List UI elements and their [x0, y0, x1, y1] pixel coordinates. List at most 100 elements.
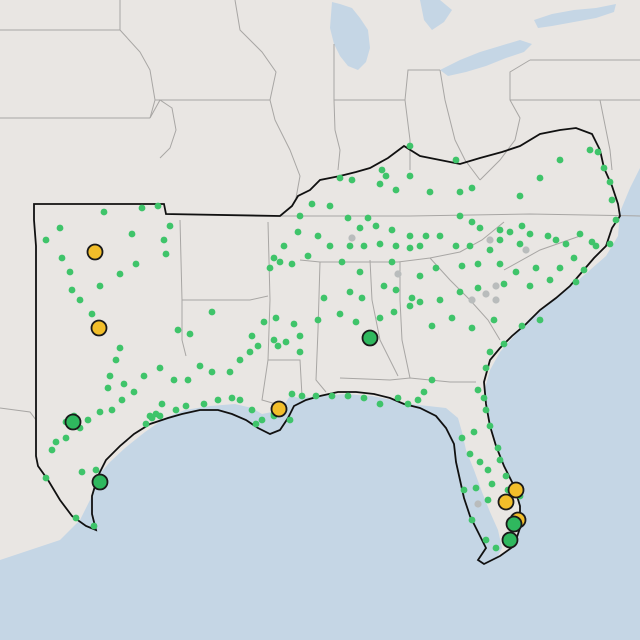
- location-marker-small[interactable]: [526, 230, 534, 238]
- location-marker-small[interactable]: [236, 356, 244, 364]
- location-marker-small[interactable]: [290, 320, 298, 328]
- location-marker-small[interactable]: [376, 314, 384, 322]
- location-marker-small[interactable]: [484, 466, 492, 474]
- location-marker-small[interactable]: [452, 242, 460, 250]
- location-marker-small[interactable]: [96, 408, 104, 416]
- location-marker-small[interactable]: [344, 392, 352, 400]
- location-marker-small[interactable]: [392, 286, 400, 294]
- location-marker-small[interactable]: [108, 406, 116, 414]
- location-marker-large-yellow[interactable]: [86, 243, 104, 261]
- location-marker-small[interactable]: [328, 392, 336, 400]
- location-marker-small[interactable]: [480, 394, 488, 402]
- location-marker-small[interactable]: [162, 250, 170, 258]
- location-marker-small[interactable]: [456, 288, 464, 296]
- location-marker-small[interactable]: [348, 176, 356, 184]
- location-marker-small[interactable]: [286, 416, 294, 424]
- location-marker-small[interactable]: [88, 310, 96, 318]
- location-marker-small[interactable]: [304, 252, 312, 260]
- location-marker-small[interactable]: [506, 228, 514, 236]
- location-marker-small[interactable]: [352, 318, 360, 326]
- location-marker-small[interactable]: [496, 456, 504, 464]
- location-marker-small[interactable]: [476, 458, 484, 466]
- location-marker-small[interactable]: [492, 544, 500, 552]
- location-marker-small[interactable]: [544, 232, 552, 240]
- location-marker-small[interactable]: [416, 298, 424, 306]
- location-marker-small[interactable]: [378, 166, 386, 174]
- location-marker-small[interactable]: [346, 242, 354, 250]
- location-marker-small[interactable]: [406, 172, 414, 180]
- location-marker-inactive[interactable]: [474, 500, 482, 508]
- location-marker-small[interactable]: [496, 260, 504, 268]
- location-marker-small[interactable]: [376, 180, 384, 188]
- location-marker-small[interactable]: [358, 294, 366, 302]
- location-marker-small[interactable]: [172, 406, 180, 414]
- location-marker-small[interactable]: [78, 468, 86, 476]
- location-marker-small[interactable]: [570, 254, 578, 262]
- location-marker-small[interactable]: [486, 348, 494, 356]
- location-marker-small[interactable]: [494, 444, 502, 452]
- location-marker-small[interactable]: [288, 260, 296, 268]
- location-marker-small[interactable]: [572, 278, 580, 286]
- location-marker-small[interactable]: [606, 178, 614, 186]
- location-marker-large-green[interactable]: [501, 531, 519, 549]
- location-marker-small[interactable]: [458, 434, 466, 442]
- location-marker-large-green[interactable]: [91, 473, 109, 491]
- location-marker-small[interactable]: [346, 288, 354, 296]
- location-marker-small[interactable]: [106, 372, 114, 380]
- location-marker-small[interactable]: [296, 212, 304, 220]
- location-marker-inactive[interactable]: [486, 236, 494, 244]
- location-marker-small[interactable]: [280, 242, 288, 250]
- location-marker-small[interactable]: [576, 230, 584, 238]
- location-marker-small[interactable]: [58, 254, 66, 262]
- location-marker-small[interactable]: [228, 394, 236, 402]
- location-marker-small[interactable]: [138, 204, 146, 212]
- location-marker-small[interactable]: [456, 188, 464, 196]
- location-marker-small[interactable]: [266, 264, 274, 272]
- location-marker-small[interactable]: [482, 406, 490, 414]
- location-marker-small[interactable]: [226, 368, 234, 376]
- location-marker-small[interactable]: [344, 214, 352, 222]
- location-marker-small[interactable]: [360, 394, 368, 402]
- location-marker-small[interactable]: [308, 200, 316, 208]
- location-marker-small[interactable]: [132, 260, 140, 268]
- location-marker-small[interactable]: [356, 224, 364, 232]
- location-marker-small[interactable]: [128, 230, 136, 238]
- location-marker-large-green[interactable]: [361, 329, 379, 347]
- location-marker-small[interactable]: [282, 338, 290, 346]
- location-marker-small[interactable]: [496, 226, 504, 234]
- location-marker-small[interactable]: [156, 364, 164, 372]
- location-marker-large-yellow[interactable]: [507, 481, 525, 499]
- location-marker-small[interactable]: [586, 146, 594, 154]
- location-marker-inactive[interactable]: [468, 296, 476, 304]
- location-marker-small[interactable]: [112, 356, 120, 364]
- location-marker-small[interactable]: [272, 314, 280, 322]
- location-marker-small[interactable]: [320, 294, 328, 302]
- location-marker-small[interactable]: [76, 296, 84, 304]
- location-marker-small[interactable]: [298, 392, 306, 400]
- location-marker-small[interactable]: [116, 270, 124, 278]
- location-marker-small[interactable]: [260, 318, 268, 326]
- location-marker-small[interactable]: [294, 228, 302, 236]
- location-marker-small[interactable]: [392, 186, 400, 194]
- location-marker-small[interactable]: [468, 218, 476, 226]
- location-marker-small[interactable]: [468, 324, 476, 332]
- location-marker-small[interactable]: [476, 224, 484, 232]
- location-marker-small[interactable]: [160, 236, 168, 244]
- location-marker-small[interactable]: [166, 222, 174, 230]
- location-marker-small[interactable]: [474, 284, 482, 292]
- location-marker-small[interactable]: [380, 282, 388, 290]
- location-marker-small[interactable]: [356, 268, 364, 276]
- location-marker-small[interactable]: [84, 416, 92, 424]
- location-marker-small[interactable]: [448, 314, 456, 322]
- location-marker-small[interactable]: [482, 536, 490, 544]
- location-marker-small[interactable]: [466, 242, 474, 250]
- location-marker-small[interactable]: [460, 486, 468, 494]
- location-marker-small[interactable]: [552, 236, 560, 244]
- location-marker-small[interactable]: [422, 232, 430, 240]
- location-marker-small[interactable]: [394, 394, 402, 402]
- location-marker-small[interactable]: [236, 396, 244, 404]
- location-marker-small[interactable]: [62, 434, 70, 442]
- location-marker-small[interactable]: [156, 412, 164, 420]
- location-marker-small[interactable]: [468, 184, 476, 192]
- location-marker-inactive[interactable]: [492, 296, 500, 304]
